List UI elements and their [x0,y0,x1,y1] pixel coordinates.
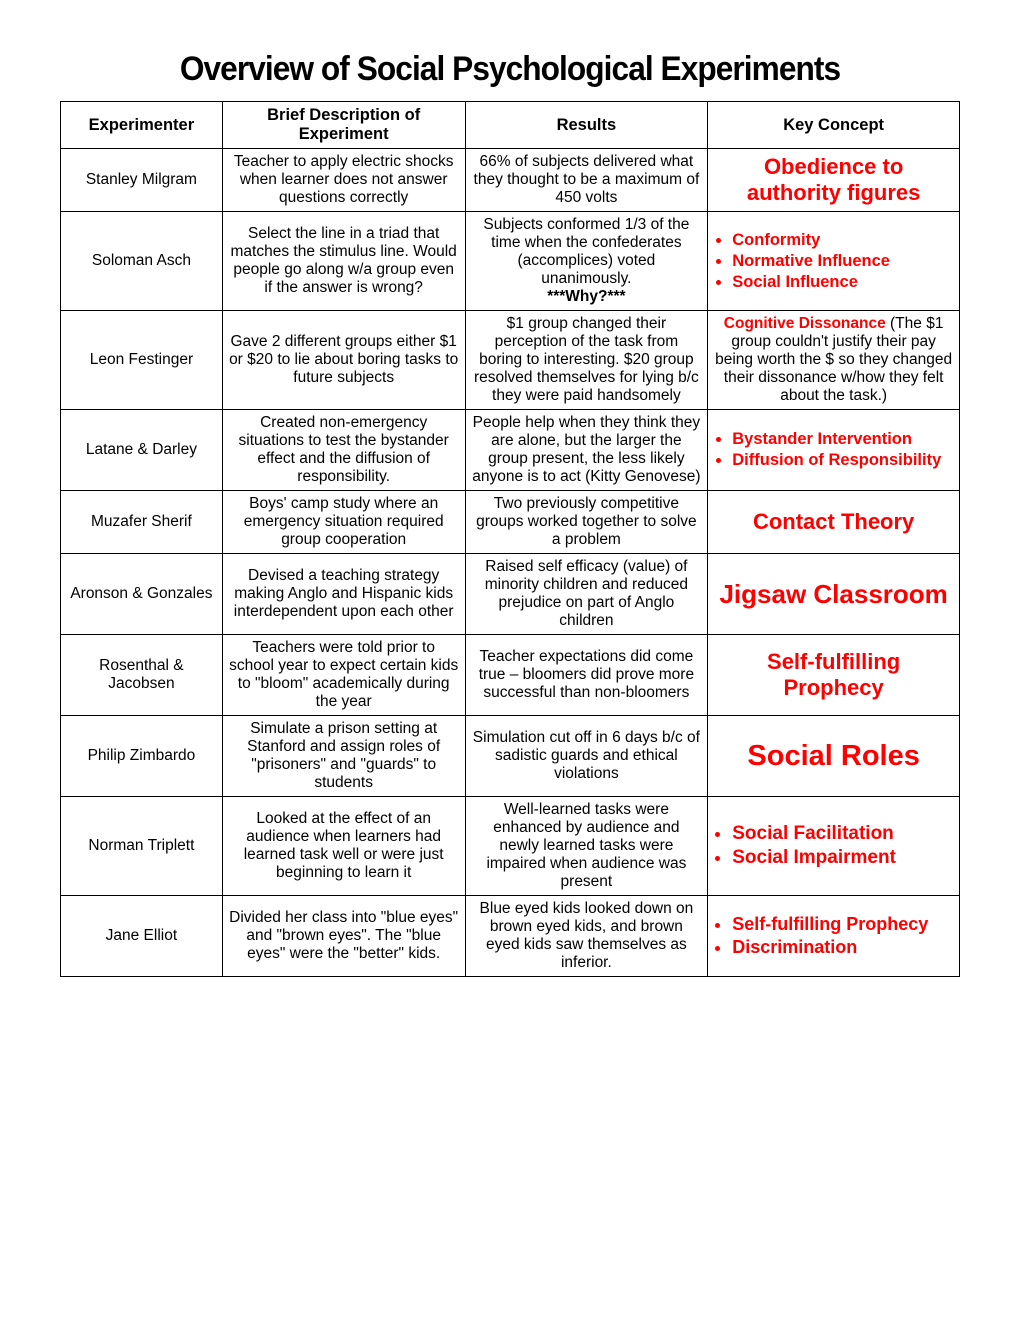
experiments-table: Experimenter Brief Description of Experi… [60,101,960,977]
experimenter-cell: Soloman Asch [61,212,223,311]
why-note: ***Why?*** [547,288,625,305]
concept-cell: Bystander Intervention Diffusion of Respo… [708,410,960,491]
col-header-experimenter: Experimenter [61,102,223,149]
experimenter-cell: Philip Zimbardo [61,716,223,797]
table-row: Latane & DarleyCreated non-emergency sit… [61,410,960,491]
description-cell: Created non-emergency situations to test… [222,410,465,491]
description-cell: Teacher to apply electric shocks when le… [222,149,465,212]
results-cell: Simulation cut off in 6 days b/c of sadi… [465,716,708,797]
table-row: Soloman AschSelect the line in a triad t… [61,212,960,311]
key-concept-item: Discrimination [732,937,953,958]
experimenter-cell: Leon Festinger [61,311,223,410]
key-concept-item: Normative Influence [732,252,953,271]
results-cell: Teacher expectations did come true – blo… [465,635,708,716]
experimenter-cell: Norman Triplett [61,797,223,896]
experimenter-cell: Rosenthal & Jacobsen [61,635,223,716]
key-concept-item: Bystander Intervention [732,430,953,449]
key-concept: Social Roles [714,740,953,773]
description-cell: Boys' camp study where an emergency situ… [222,491,465,554]
results-cell: Two previously competitive groups worked… [465,491,708,554]
table-row: Muzafer SherifBoys' camp study where an … [61,491,960,554]
concept-cell: Contact Theory [708,491,960,554]
key-concept: Contact Theory [714,509,953,535]
results-cell: $1 group changed their perception of the… [465,311,708,410]
table-row: Aronson & GonzalesDevised a teaching str… [61,554,960,635]
experimenter-cell: Muzafer Sherif [61,491,223,554]
key-concept-item: Social Impairment [732,847,953,869]
experimenter-cell: Aronson & Gonzales [61,554,223,635]
results-cell: Well-learned tasks were enhanced by audi… [465,797,708,896]
key-concept: Cognitive Dissonance (The $1 group could… [714,315,953,405]
table-header-row: Experimenter Brief Description of Experi… [61,102,960,149]
table-row: Jane ElliotDivided her class into "blue … [61,896,960,977]
table-row: Norman TriplettLooked at the effect of a… [61,797,960,896]
table-row: Leon FestingerGave 2 different groups ei… [61,311,960,410]
key-concept-item: Conformity [732,231,953,250]
concept-cell: Jigsaw Classroom [708,554,960,635]
key-concept: Self-fulfilling Prophecy [714,649,953,701]
concept-cell: Conformity Normative Influence Social Infl… [708,212,960,311]
col-header-results: Results [465,102,708,149]
key-concept: Jigsaw Classroom [714,579,953,610]
key-concept-item: Social Influence [732,273,953,292]
page-title: Overview of Social Psychological Experim… [92,50,929,89]
results-cell: Blue eyed kids looked down on brown eyed… [465,896,708,977]
key-concept: Obedience to authority figures [714,154,953,206]
concept-cell: Self-fulfilling Prophecy [708,635,960,716]
col-header-concept: Key Concept [708,102,960,149]
results-cell: Subjects conformed 1/3 of the time when … [465,212,708,311]
description-cell: Teachers were told prior to school year … [222,635,465,716]
description-cell: Divided her class into "blue eyes" and "… [222,896,465,977]
concept-cell: Self-fulfilling ProphecyDiscrimination [708,896,960,977]
description-cell: Select the line in a triad that matches … [222,212,465,311]
concept-cell: Obedience to authority figures [708,149,960,212]
key-concept-list: Bystander Intervention Diffusion of Respo… [732,430,953,470]
experimenter-cell: Stanley Milgram [61,149,223,212]
description-cell: Gave 2 different groups either $1 or $20… [222,311,465,410]
results-cell: 66% of subjects delivered what they thou… [465,149,708,212]
concept-cell: Cognitive Dissonance (The $1 group could… [708,311,960,410]
results-cell: Raised self efficacy (value) of minority… [465,554,708,635]
key-concept-list: Self-fulfilling ProphecyDiscrimination [732,914,953,958]
key-concept-item: Self-fulfilling Prophecy [732,914,953,935]
key-concept-item: Social Facilitation [732,823,953,845]
key-concept-list: Conformity Normative Influence Social Infl… [732,231,953,292]
key-concept-list: Social FacilitationSocial Impairment [732,823,953,869]
concept-cell: Social FacilitationSocial Impairment [708,797,960,896]
col-header-description: Brief Description of Experiment [222,102,465,149]
description-cell: Simulate a prison setting at Stanford an… [222,716,465,797]
experimenter-cell: Jane Elliot [61,896,223,977]
key-concept-item: Diffusion of Responsibility [732,451,953,470]
table-row: Philip ZimbardoSimulate a prison setting… [61,716,960,797]
description-cell: Looked at the effect of an audience when… [222,797,465,896]
description-cell: Devised a teaching strategy making Anglo… [222,554,465,635]
concept-cell: Social Roles [708,716,960,797]
experimenter-cell: Latane & Darley [61,410,223,491]
table-row: Rosenthal & JacobsenTeachers were told p… [61,635,960,716]
results-cell: People help when they think they are alo… [465,410,708,491]
table-row: Stanley MilgramTeacher to apply electric… [61,149,960,212]
